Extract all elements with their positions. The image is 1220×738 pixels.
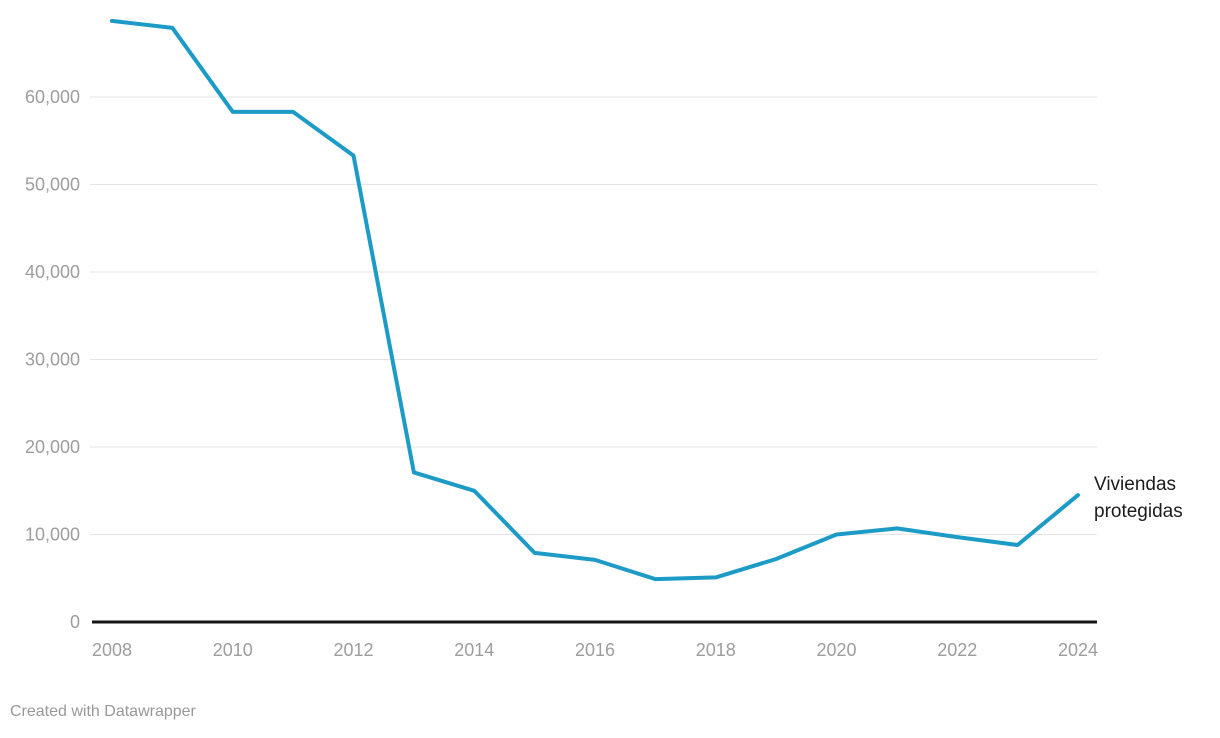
- x-axis-tick-label: 2020: [816, 640, 856, 660]
- x-axis-tick-label: 2018: [696, 640, 736, 660]
- y-axis-tick-label: 50,000: [25, 175, 80, 195]
- x-axis-tick-label: 2014: [454, 640, 494, 660]
- x-axis-tick-label: 2010: [213, 640, 253, 660]
- x-axis-tick-label: 2022: [937, 640, 977, 660]
- y-axis-tick-label: 20,000: [25, 437, 80, 457]
- data-line: [110, 18, 1080, 582]
- y-axis-tick-label: 0: [70, 612, 80, 632]
- datawrapper-credit: Created with Datawrapper: [10, 703, 196, 720]
- y-axis-tick-label: 10,000: [25, 525, 80, 545]
- series-end-label: Viviendas protegidas: [1094, 474, 1183, 522]
- x-axis-tick-label: 2008: [92, 640, 132, 660]
- x-axis-tick-label: 2016: [575, 640, 615, 660]
- y-axis-tick-label: 30,000: [25, 350, 80, 370]
- x-axis-tick-label: 2012: [333, 640, 373, 660]
- y-axis-tick-label: 40,000: [25, 262, 80, 282]
- y-axis-tick-label: 60,000: [25, 87, 80, 107]
- x-axis-tick-label: 2024: [1058, 640, 1098, 660]
